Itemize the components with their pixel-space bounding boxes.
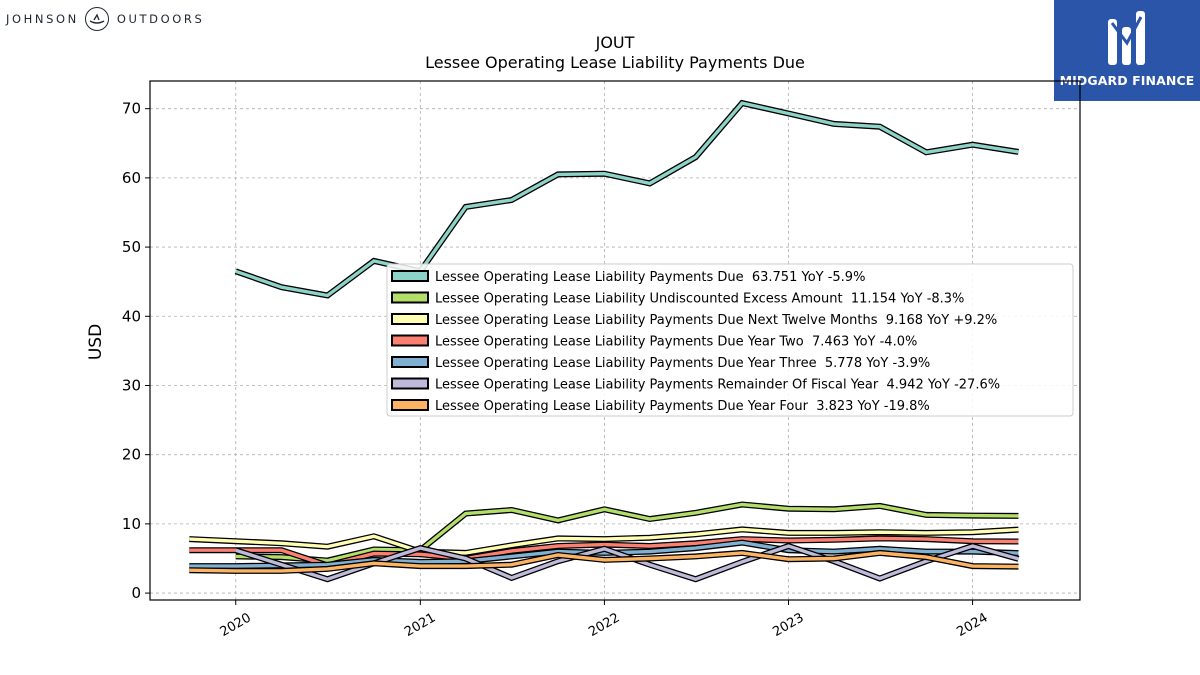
legend-label: Lessee Operating Lease Liability Payment… xyxy=(435,399,930,414)
series-7 xyxy=(189,549,1019,574)
legend-label: Lessee Operating Lease Liability Payment… xyxy=(435,335,917,350)
x-tick-label: 2024 xyxy=(954,610,990,640)
legend-box xyxy=(386,263,1074,417)
y-tick-label: 0 xyxy=(131,584,141,602)
legend-item: Lessee Operating Lease Liability Undisco… xyxy=(391,291,964,307)
series-line xyxy=(189,540,1019,568)
series-lines xyxy=(189,99,1020,583)
brand-name: MIDGARD FINANCE xyxy=(1059,73,1195,88)
chart-title: JOUT xyxy=(595,33,635,52)
series-line xyxy=(189,551,1019,573)
legend-swatch xyxy=(391,377,429,390)
y-axis-label: USD xyxy=(86,324,106,360)
legend-item: Lessee Operating Lease Liability Payment… xyxy=(391,377,1000,393)
y-tick-label: 30 xyxy=(122,376,141,394)
y-tick-label: 10 xyxy=(122,515,141,533)
legend-swatch xyxy=(391,313,429,325)
legend-item: Lessee Operating Lease Liability Payment… xyxy=(391,313,997,328)
y-tick-label: 60 xyxy=(122,169,141,187)
series-1 xyxy=(234,99,1019,299)
legend-label: Lessee Operating Lease Liability Payment… xyxy=(435,356,930,371)
midgard-m-logo-icon xyxy=(1104,9,1150,71)
legend-label: Lessee Operating Lease Liability Payment… xyxy=(435,313,997,328)
plot-frame xyxy=(149,80,1081,601)
legend-item: Lessee Operating Lease Liability Payment… xyxy=(391,399,930,414)
company-logo: JOHNSON OUTDOORS xyxy=(6,4,204,34)
legend-item: Lessee Operating Lease Liability Payment… xyxy=(391,270,865,285)
canoe-emblem-icon xyxy=(84,7,109,31)
legend-item: Lessee Operating Lease Liability Payment… xyxy=(391,334,917,350)
y-tick-label: 50 xyxy=(122,238,141,256)
series-2 xyxy=(235,501,1019,564)
legend-swatch xyxy=(391,399,429,411)
legend-swatch xyxy=(391,270,429,282)
series-3 xyxy=(189,526,1019,556)
series-5 xyxy=(189,539,1019,570)
legend: Lessee Operating Lease Liability Payment… xyxy=(386,263,1074,417)
legend-label: Lessee Operating Lease Liability Payment… xyxy=(435,270,865,285)
y-tick-label: 40 xyxy=(122,307,141,325)
legend-label: Lessee Operating Lease Liability Payment… xyxy=(435,378,1000,393)
x-tick-label: 2020 xyxy=(218,610,254,640)
x-tick-label: 2023 xyxy=(770,610,806,640)
legend-swatch xyxy=(391,334,429,347)
y-tick-label: 20 xyxy=(122,446,141,464)
company-name-right: OUTDOORS xyxy=(116,12,205,26)
x-tick-label: 2021 xyxy=(402,610,438,640)
legend-swatch xyxy=(391,356,429,368)
legend-item: Lessee Operating Lease Liability Payment… xyxy=(391,356,930,371)
company-name-left: JOHNSON xyxy=(6,12,79,26)
legend-swatch xyxy=(391,291,429,304)
y-tick-label: 70 xyxy=(122,100,141,118)
series-line xyxy=(189,527,1019,555)
series-line xyxy=(235,101,1019,298)
series-line xyxy=(235,502,1019,563)
x-tick-label: 2022 xyxy=(586,610,622,640)
midgard-finance-badge: MIDGARD FINANCE xyxy=(1054,0,1200,101)
legend-label: Lessee Operating Lease Liability Undisco… xyxy=(435,292,964,307)
chart-subtitle: Lessee Operating Lease Liability Payment… xyxy=(425,53,805,72)
